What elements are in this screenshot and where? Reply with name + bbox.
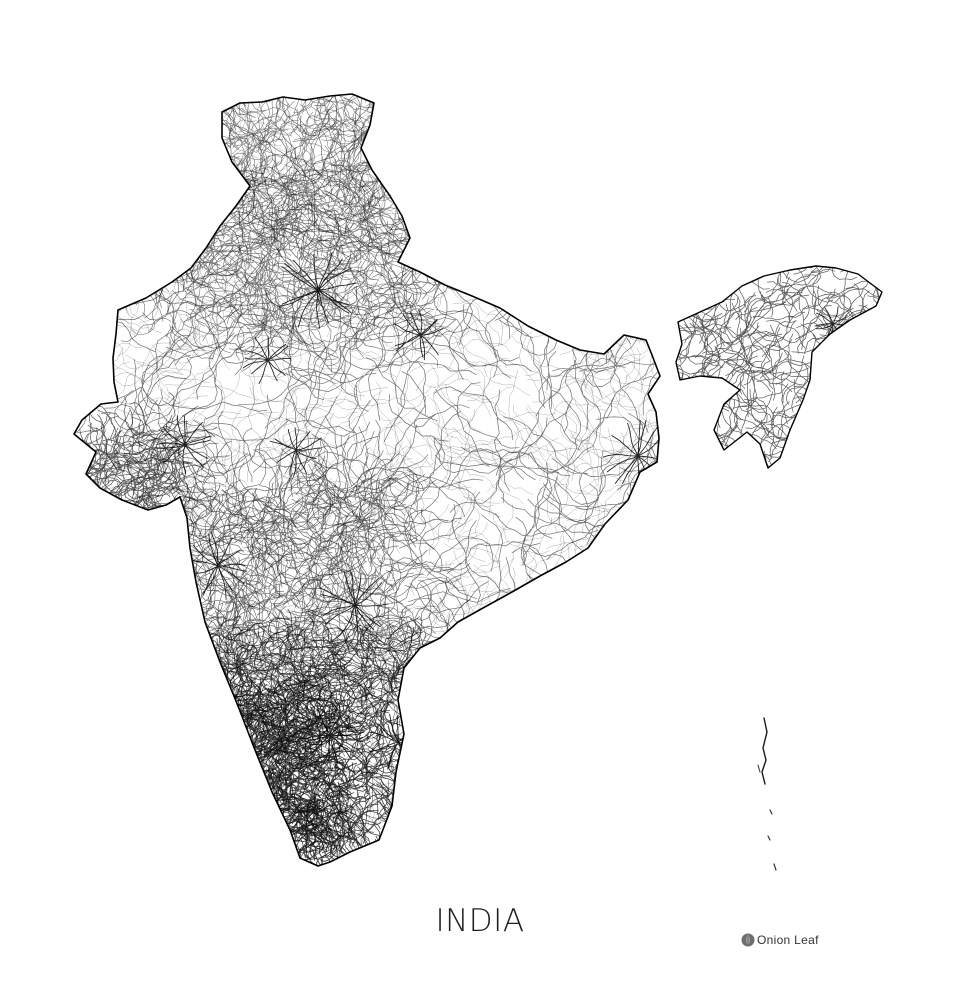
city-hub-ahmedabad <box>153 415 212 474</box>
city-hub-bhopal <box>269 427 322 477</box>
city-hub-delhi <box>278 252 357 329</box>
nicobar-islands <box>767 809 777 871</box>
city-hub-bengaluru <box>301 706 364 765</box>
road-mesh-northeast <box>676 266 882 468</box>
map-title: INDIA <box>435 903 525 939</box>
onion-leaf-logo-icon <box>741 933 755 947</box>
city-hub-lucknow <box>393 309 444 361</box>
andaman-islands <box>761 717 768 785</box>
city-hub-mumbai <box>187 530 248 600</box>
city-hub-jaipur <box>242 336 291 384</box>
road-mesh-himalaya <box>159 94 428 270</box>
brand-name: Onion Leaf <box>757 933 819 947</box>
andaman-islet <box>757 764 761 773</box>
city-hub-hyderabad <box>319 570 389 637</box>
brand-signature: Onion Leaf <box>741 929 819 951</box>
india-road-network-map <box>73 93 883 871</box>
